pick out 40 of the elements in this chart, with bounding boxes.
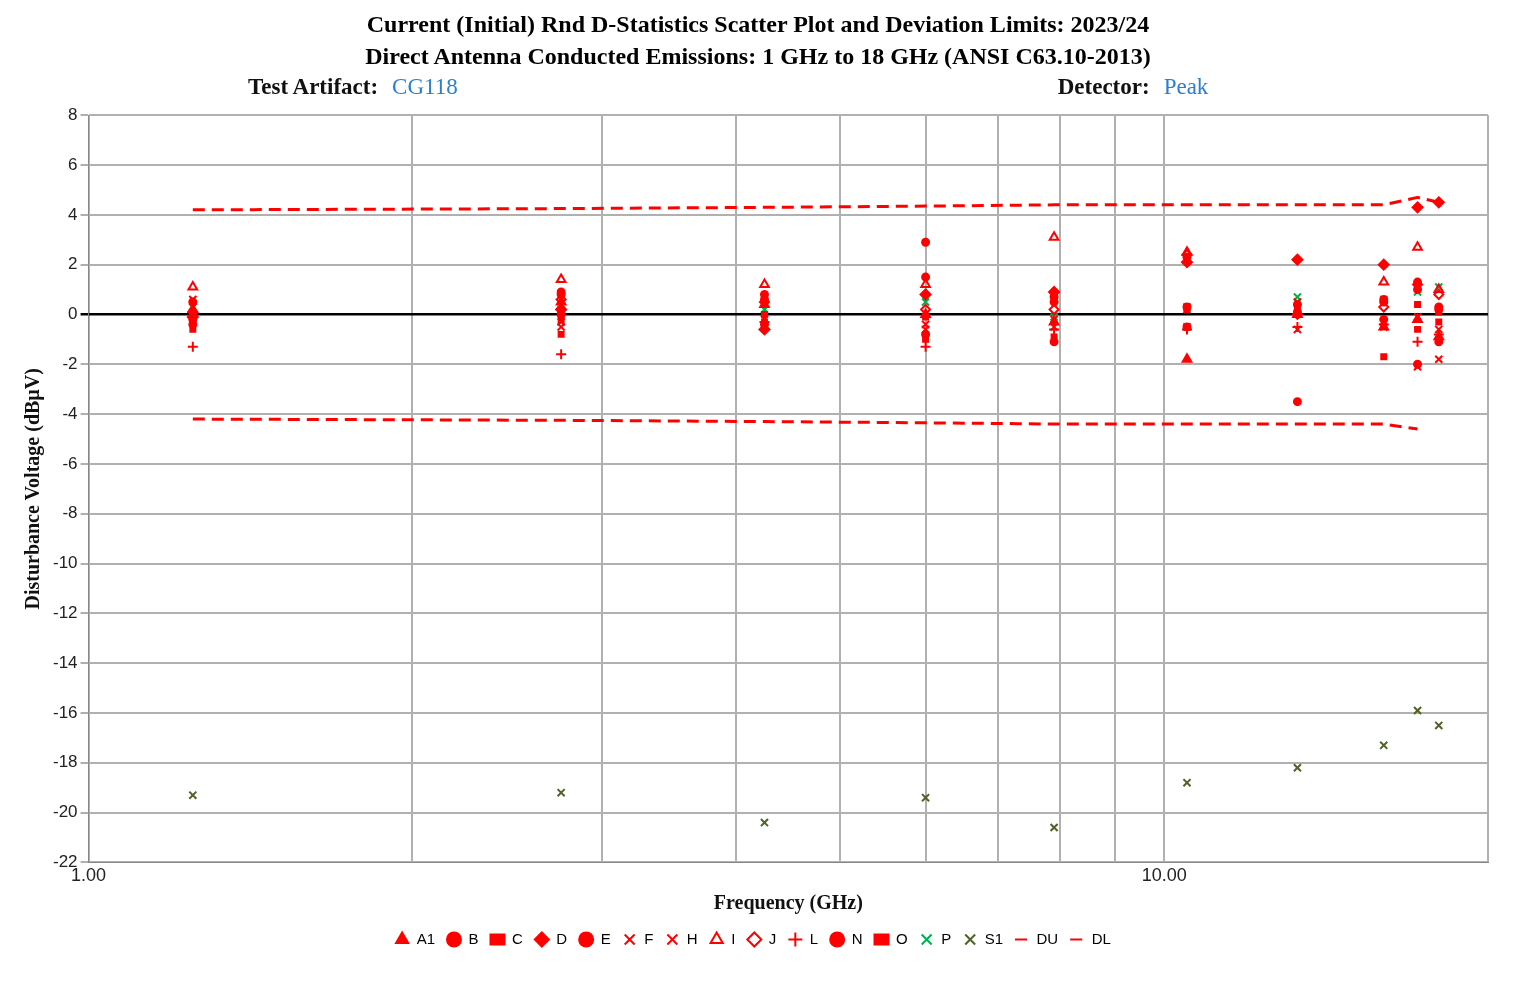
y-tick-label: -18 (52, 752, 78, 772)
legend-label: I (731, 929, 736, 947)
legend-label: H (686, 929, 698, 947)
legend-label: DL (1091, 929, 1111, 947)
legend-label: L (809, 929, 819, 947)
y-tick-label: -16 (52, 702, 78, 722)
y-tick-label: -10 (52, 553, 78, 573)
x-tick-label: 10.00 (1141, 865, 1187, 886)
y-tick-label: -4 (62, 403, 78, 423)
text: Test Artifact: (248, 73, 379, 101)
text: Detector: (1057, 73, 1150, 101)
y-tick-label: 4 (68, 204, 78, 224)
x-axis-title: Frequency (GHz) (713, 891, 863, 915)
legend-label: P (941, 929, 952, 947)
legend-label: D (556, 929, 568, 947)
chart-subtitle: Direct Antenna Conducted Emissions: 1 GHz to 18 GHz (ANSI C63.10-2013) (364, 42, 1152, 71)
y-tick-label: -14 (52, 652, 78, 672)
legend-label: E (600, 929, 611, 947)
y-tick-label: -20 (52, 802, 78, 822)
legend-label: N (851, 929, 863, 947)
y-axis-title: Disturbance Voltage (dBµV) (21, 368, 45, 610)
text: CG118 (392, 73, 458, 101)
y-tick-label: 8 (68, 104, 78, 124)
legend-label: S1 (984, 929, 1004, 947)
legend-label: B (468, 929, 479, 947)
y-tick-label: 0 (68, 304, 78, 324)
y-tick-label: 2 (68, 254, 78, 274)
legend-label: C (511, 929, 523, 947)
y-tick-label: -6 (62, 453, 78, 473)
legend-label: F (644, 929, 654, 947)
y-tick-label: -12 (52, 603, 78, 623)
y-tick-label: -2 (62, 353, 78, 373)
legend-label: O (896, 929, 908, 947)
chart-title: Current (Initial) Rnd D-Statistics Scatter Plot and Deviation Limits: 2023/24 (365, 10, 1151, 39)
legend-label: DU (1036, 929, 1059, 947)
y-tick-label: -8 (62, 503, 78, 523)
text: Peak (1163, 73, 1209, 101)
y-tick-label: 6 (68, 154, 78, 174)
legend-label: J (768, 929, 777, 947)
legend-label: A1 (416, 929, 435, 947)
